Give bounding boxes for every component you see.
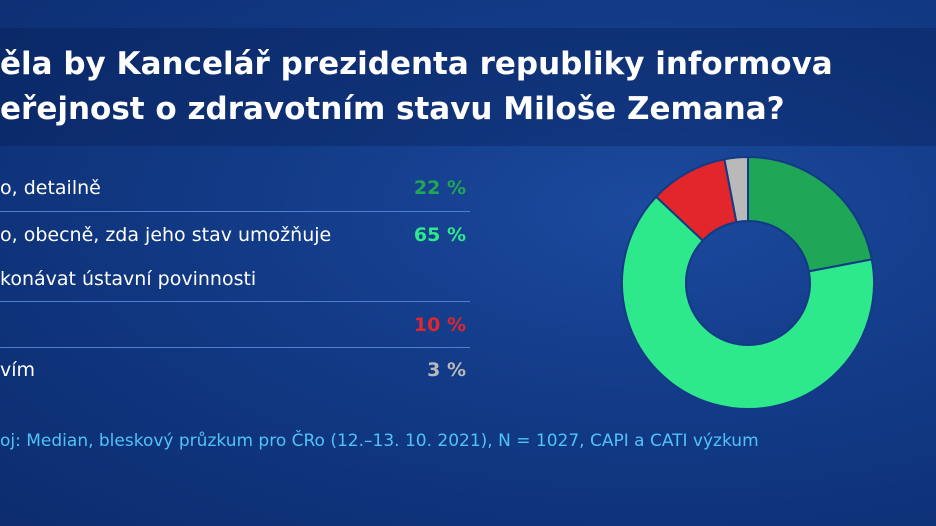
donut-slices bbox=[621, 155, 875, 410]
answer-2-value: 65 % bbox=[413, 224, 466, 246]
title-line-1: ěla by Kancelář prezidenta republiky inf… bbox=[0, 46, 833, 82]
answer-4-label: vím bbox=[0, 359, 36, 381]
row-divider bbox=[0, 347, 470, 348]
answer-1-value: 22 % bbox=[413, 177, 466, 199]
answer-4-value: 3 % bbox=[427, 359, 466, 381]
donut-chart bbox=[621, 155, 875, 410]
row-divider bbox=[0, 211, 470, 212]
title-band bbox=[0, 28, 936, 146]
answer-1-label: o, detailně bbox=[0, 177, 101, 199]
question-title: ěla by Kancelář prezidenta republiky inf… bbox=[0, 42, 936, 132]
row-divider bbox=[0, 301, 470, 302]
source-note: oj: Median, bleskový průzkum pro ČRo (12… bbox=[0, 431, 759, 451]
answer-2-label-cont: konávat ústavní povinnosti bbox=[0, 268, 257, 290]
answer-3-value: 10 % bbox=[413, 314, 466, 336]
donut-slice-2 bbox=[621, 195, 875, 410]
title-line-2: eřejnost o zdravotním stavu Miloše Zeman… bbox=[0, 91, 785, 127]
answer-2-label: o, obecně, zda jeho stav umožňuje bbox=[0, 224, 332, 246]
donut-slice-4 bbox=[723, 155, 749, 224]
donut-slice-1 bbox=[747, 155, 873, 273]
